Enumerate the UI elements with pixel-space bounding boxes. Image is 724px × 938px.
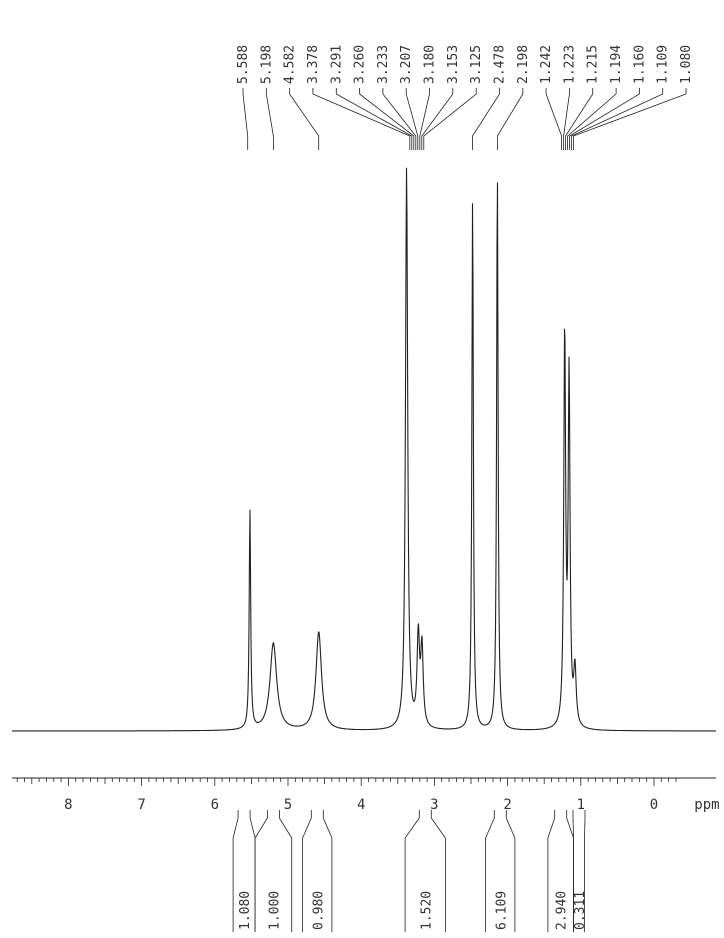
peak-leader-line <box>382 88 417 150</box>
peak-shift-label: 1.080 <box>679 45 694 84</box>
integral-value-label: 0.980 <box>311 891 326 930</box>
peak-leader-line <box>571 88 664 150</box>
peak-shift-label: 1.242 <box>539 45 554 84</box>
integral-bracket-right <box>505 810 516 932</box>
peak-leader-line <box>563 88 570 150</box>
peak-shift-label: 2.478 <box>493 45 508 84</box>
peak-leader-line <box>472 88 500 150</box>
peak-shift-label: 4.582 <box>283 45 298 84</box>
peak-shift-label: 1.160 <box>632 45 647 84</box>
integral-value-label: 1.000 <box>267 891 282 930</box>
integral-bracket-left <box>232 810 239 932</box>
integral-bracket-left <box>485 810 495 932</box>
integral-bracket-right <box>322 810 333 932</box>
peak-shift-label: 3.233 <box>376 45 391 84</box>
peak-shift-label: 3.291 <box>329 45 344 84</box>
spectrum-trace <box>12 167 716 732</box>
integral-bracket-right <box>584 810 586 932</box>
integral-bracket-right <box>430 810 446 932</box>
x-tick-label: 8 <box>64 797 72 813</box>
peak-leader-line <box>335 88 413 150</box>
peak-shift-label: 1.194 <box>609 45 624 84</box>
peak-leader-line <box>242 88 249 150</box>
x-tick-label: 4 <box>357 797 365 813</box>
integral-value-label: 1.080 <box>238 891 253 930</box>
peak-leader-lines <box>242 88 687 150</box>
peak-shift-label: 5.198 <box>259 45 274 84</box>
peak-leader-line <box>565 88 594 150</box>
peak-leader-line <box>545 88 562 150</box>
integral-value-label: 0.311 <box>573 891 588 930</box>
peak-leader-line <box>419 88 430 150</box>
x-tick-label: 7 <box>137 797 145 813</box>
peak-leader-line <box>405 88 419 150</box>
integral-bracket-left <box>254 810 268 932</box>
peak-leader-line <box>573 88 687 150</box>
x-axis: 8 7 6 5 4 3 2 1 0 ppm <box>12 777 720 813</box>
peak-leader-line <box>567 88 617 150</box>
integral-bracket-left <box>302 810 312 932</box>
peak-shift-label: 2.198 <box>516 45 531 84</box>
x-axis-ticks: 8 7 6 5 4 3 2 1 0 <box>16 778 677 813</box>
peak-leader-line <box>312 88 411 150</box>
x-tick-label: 1 <box>577 797 585 813</box>
integral-value-label: 1.520 <box>419 891 434 930</box>
integral-bracket-left <box>547 810 556 932</box>
integral-bracket-left <box>404 810 420 932</box>
integral-value-label: 6.109 <box>494 891 509 930</box>
peak-label-layer: 5.588 5.198 4.582 3.378 3.291 3.260 3.233 3.207… <box>236 45 694 84</box>
peak-shift-label: 1.109 <box>656 45 671 84</box>
peak-shift-label: 3.207 <box>399 45 414 84</box>
peak-leader-line <box>569 88 640 150</box>
peak-leader-line <box>421 88 454 150</box>
peak-leader-line <box>265 88 274 150</box>
peak-shift-label: 1.223 <box>562 45 577 84</box>
peak-shift-label: 3.260 <box>353 45 368 84</box>
peak-shift-label: 3.125 <box>469 45 484 84</box>
x-axis-unit-label: ppm <box>694 797 719 813</box>
x-tick-label: 0 <box>650 797 658 813</box>
x-tick-label: 6 <box>211 797 219 813</box>
x-tick-label: 2 <box>503 797 511 813</box>
peak-shift-label: 5.588 <box>236 45 251 84</box>
peak-leader-line <box>289 88 320 150</box>
peak-shift-label: 3.378 <box>306 45 321 84</box>
peak-leader-line <box>359 88 415 150</box>
peak-shift-label: 3.153 <box>446 45 461 84</box>
peak-shift-label: 3.180 <box>423 45 438 84</box>
integral-bracket-left <box>572 810 574 932</box>
integral-bracket-right <box>278 810 293 932</box>
peak-leader-line <box>423 88 477 150</box>
integral-value-label: 2.940 <box>555 891 570 930</box>
peak-leader-line <box>496 88 524 150</box>
peak-shift-label: 1.215 <box>586 45 601 84</box>
x-tick-label: 5 <box>284 797 292 813</box>
x-tick-label: 3 <box>430 797 438 813</box>
integral-region-labels: 1.080 1.000 0.980 1.520 6.109 2.940 0.311 <box>232 810 588 932</box>
